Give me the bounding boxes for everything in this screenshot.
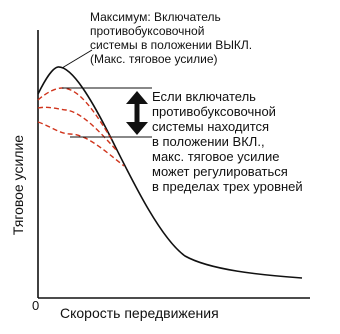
double-arrow-icon bbox=[126, 91, 148, 135]
max-traction-annotation: Максимум: Включатель противобуксовочной … bbox=[90, 10, 253, 66]
max-traction-curve bbox=[37, 66, 303, 279]
origin-label: 0 bbox=[32, 298, 40, 313]
traction-level-curve-2 bbox=[37, 106, 119, 153]
traction-control-annotation: Если включатель противобуксовочной систе… bbox=[152, 89, 303, 194]
x-axis-label: Скорость передвижения bbox=[60, 305, 219, 321]
traction-level-curve-3 bbox=[37, 121, 125, 167]
y-axis-label: Тяговое усилие bbox=[10, 134, 26, 236]
traction-level-curve-1 bbox=[37, 87, 113, 141]
max-annotation-leader bbox=[61, 49, 93, 69]
